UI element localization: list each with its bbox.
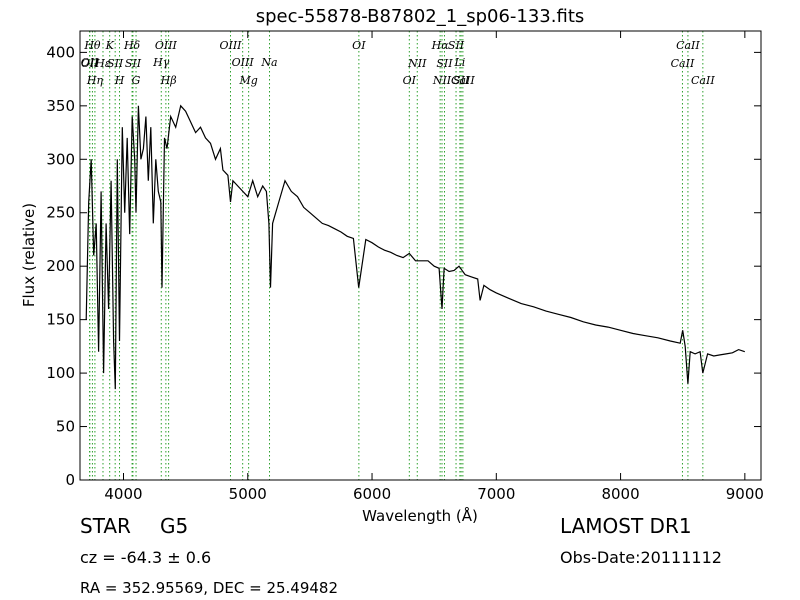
line-label: OI xyxy=(352,39,366,52)
y-tick-label: 250 xyxy=(46,204,75,222)
line-label: SII xyxy=(125,57,142,70)
y-tick-label: 300 xyxy=(46,150,75,168)
line-label: OII xyxy=(81,57,99,70)
line-label: Mg xyxy=(238,74,257,87)
coordinates: RA = 352.95569, DEC = 25.49482 xyxy=(80,579,339,597)
plot-frame xyxy=(79,30,762,481)
line-label: NII xyxy=(407,57,427,70)
observation-date: Obs-Date:20111112 xyxy=(560,548,722,567)
line-label: Li xyxy=(453,56,465,69)
x-tick-label: 5000 xyxy=(229,485,267,503)
line-label: OII xyxy=(81,56,99,69)
x-axis-ticks: 4000 5000 6000 7000 8000 9000 xyxy=(104,31,764,503)
line-label: Hδ xyxy=(123,39,141,52)
line-label: CaII xyxy=(671,57,695,70)
line-label: H xyxy=(114,74,125,87)
line-label: Na xyxy=(260,56,277,69)
chart-title: spec-55878-B87802_1_sp06-133.fits xyxy=(256,6,585,27)
line-label: OIII xyxy=(219,39,242,52)
spectrum-line xyxy=(85,104,745,390)
object-class: STAR xyxy=(80,514,131,538)
line-label: OI xyxy=(403,74,417,87)
x-tick-label: 7000 xyxy=(477,485,515,503)
object-subclass: G5 xyxy=(160,514,189,538)
x-axis-label: Wavelength (Å) xyxy=(362,506,478,525)
line-label: Hβ xyxy=(160,74,177,87)
line-label: CaII xyxy=(451,74,475,87)
line-label: CaII xyxy=(676,39,700,52)
line-label: Hα xyxy=(431,39,450,52)
spectral-line-markers xyxy=(89,31,704,480)
line-label: SII xyxy=(453,74,470,87)
x-tick-label: 9000 xyxy=(726,485,764,503)
spectral-line-labels: OIIOIIHθHηHεKSIIHHδSIIGHγOIIIHβOIIIOIIIM… xyxy=(81,39,716,87)
y-tick-label: 350 xyxy=(46,97,75,115)
line-label: K xyxy=(105,39,115,52)
survey-name: LAMOST DR1 xyxy=(560,514,692,538)
line-label: Hθ xyxy=(83,39,101,52)
x-tick-label: 6000 xyxy=(353,485,391,503)
line-label: Hε xyxy=(94,57,111,70)
y-tick-label: 150 xyxy=(46,311,75,329)
y-tick-label: 0 xyxy=(65,471,75,489)
y-tick-label: 50 xyxy=(56,418,75,436)
y-axis-ticks: 0 50 100 150 200 250 300 350 400 xyxy=(46,43,761,489)
line-label: OIII xyxy=(232,56,255,69)
line-label: SII xyxy=(107,57,124,70)
line-label: OIII xyxy=(155,39,178,52)
y-axis-label: Flux (relative) xyxy=(20,203,38,307)
x-tick-label: 4000 xyxy=(104,485,142,503)
redshift-value: cz = -64.3 ± 0.6 xyxy=(80,548,212,567)
line-label: SII xyxy=(448,39,465,52)
line-label: NII xyxy=(432,74,452,87)
line-label: Hγ xyxy=(152,56,170,69)
line-label: SII xyxy=(436,57,453,70)
line-label: Hη xyxy=(86,74,104,87)
x-tick-label: 8000 xyxy=(601,485,639,503)
y-tick-label: 200 xyxy=(46,257,75,275)
y-tick-label: 400 xyxy=(46,43,75,61)
line-label: CaII xyxy=(691,74,715,87)
line-label: G xyxy=(132,74,141,87)
y-tick-label: 100 xyxy=(46,364,75,382)
